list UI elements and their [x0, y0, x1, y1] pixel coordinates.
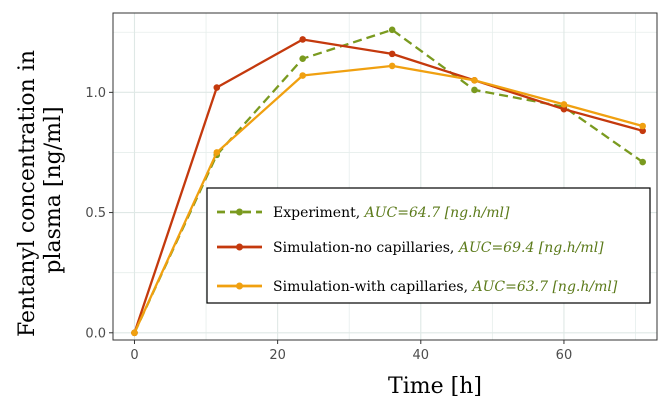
- point-with-capillaries-2: [299, 72, 306, 79]
- x-tick-label-3: 60: [556, 348, 573, 363]
- point-experiment-3: [389, 27, 396, 34]
- point-with-capillaries-4: [471, 77, 478, 84]
- x-tick-label-2: 40: [413, 348, 430, 363]
- x-tick-label-1: 20: [269, 348, 286, 363]
- y-axis-title: Fentanyl concentration in plasma [ng/ml]: [15, 43, 66, 337]
- legend-series-name-with-capillaries: Simulation-with capillaries,: [273, 279, 473, 295]
- y-tick-label-1: 0.5: [85, 206, 106, 221]
- point-with-capillaries-6: [639, 123, 646, 130]
- y-axis-title-line-1: Fentanyl concentration in: [15, 50, 40, 337]
- legend-key-point-with-capillaries: [236, 283, 243, 290]
- x-tick-label-0: 0: [130, 348, 138, 363]
- point-no-capillaries-2: [299, 36, 306, 43]
- legend-key-point-no-capillaries: [236, 244, 243, 251]
- point-no-capillaries-1: [213, 84, 220, 91]
- point-with-capillaries-0: [131, 329, 138, 336]
- y-tick-label-2: 1.0: [85, 86, 106, 101]
- point-with-capillaries-3: [389, 63, 396, 70]
- point-experiment-4: [471, 87, 478, 94]
- legend-auc-experiment: AUC=64.7 [ng.h/ml]: [363, 205, 510, 221]
- legend-label-no-capillaries: Simulation-no capillaries, AUC=69.4 [ng.…: [273, 240, 604, 256]
- y-tick-label-0: 0.0: [85, 326, 106, 341]
- legend-key-point-experiment: [236, 209, 243, 216]
- point-with-capillaries-1: [213, 149, 220, 156]
- point-with-capillaries-5: [561, 101, 568, 108]
- x-axis-title: Time [h]: [388, 374, 482, 399]
- legend-label-with-capillaries: Simulation-with capillaries, AUC=63.7 [n…: [273, 279, 618, 295]
- point-experiment-6: [639, 159, 646, 166]
- legend-auc-no-capillaries: AUC=69.4 [ng.h/ml]: [457, 240, 604, 256]
- point-no-capillaries-3: [389, 51, 396, 58]
- point-experiment-2: [299, 55, 306, 62]
- legend-auc-with-capillaries: AUC=63.7 [ng.h/ml]: [471, 279, 618, 295]
- legend: Experiment, AUC=64.7 [ng.h/ml] Simulation…: [207, 188, 650, 303]
- y-axis-title-line-2: plasma [ng/ml]: [41, 106, 66, 273]
- legend-series-name-experiment: Experiment,: [273, 205, 365, 221]
- legend-series-name-no-capillaries: Simulation-no capillaries,: [273, 240, 459, 256]
- legend-label-experiment: Experiment, AUC=64.7 [ng.h/ml]: [273, 205, 510, 221]
